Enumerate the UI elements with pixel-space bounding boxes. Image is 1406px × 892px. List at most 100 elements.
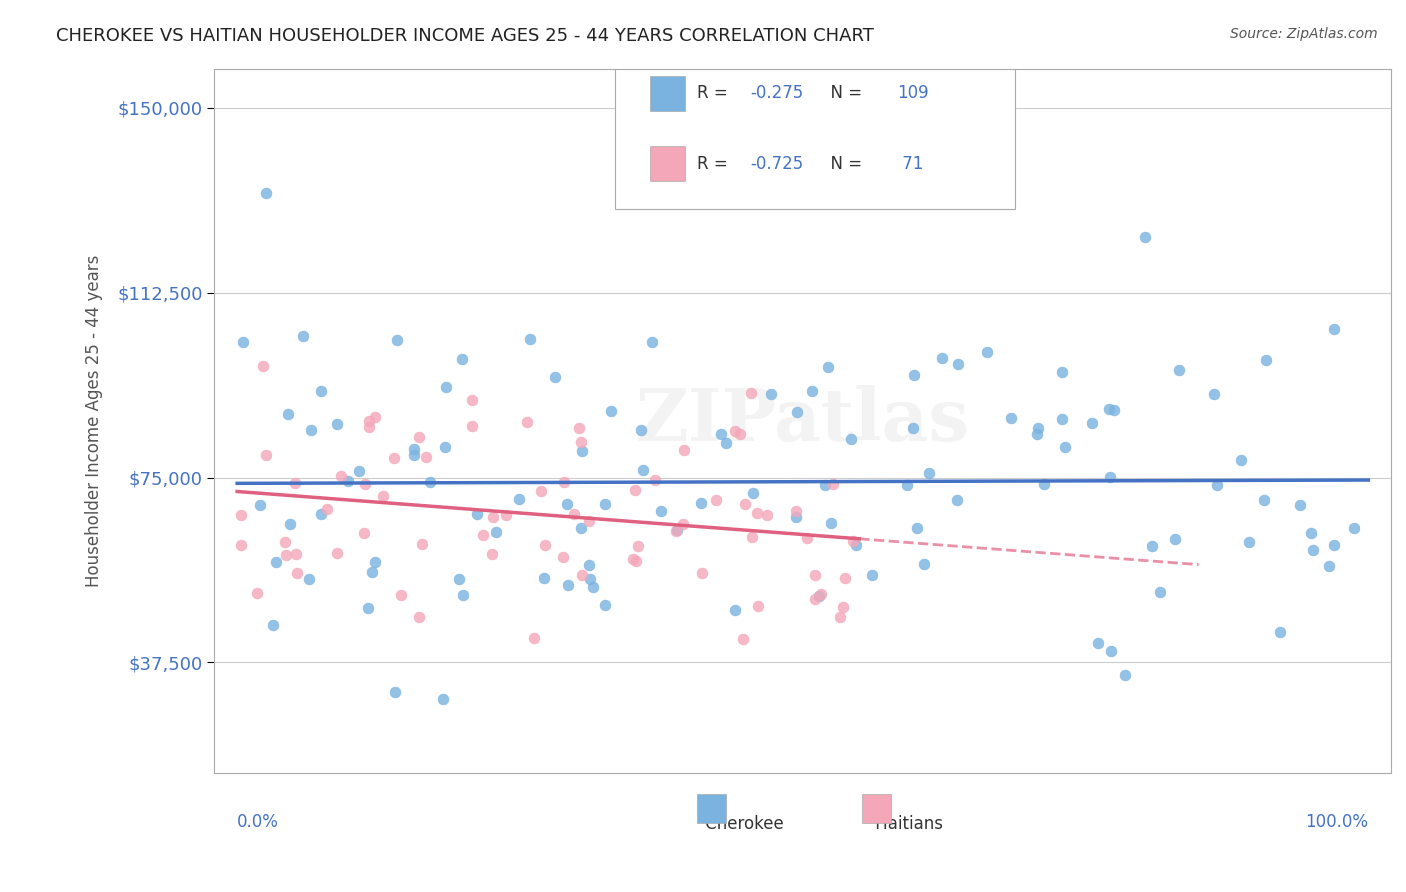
Point xyxy=(745,506,768,520)
Point xyxy=(724,603,747,617)
Point xyxy=(755,508,778,522)
Point xyxy=(761,386,783,401)
Point xyxy=(555,496,578,510)
Point xyxy=(714,436,737,450)
Point xyxy=(330,469,353,483)
Point xyxy=(353,526,375,541)
Point xyxy=(1102,402,1125,417)
Point xyxy=(1268,625,1291,640)
Point xyxy=(533,571,555,585)
Point xyxy=(298,572,321,586)
Point xyxy=(832,599,855,614)
Point xyxy=(747,599,769,613)
Point xyxy=(495,508,517,523)
Point xyxy=(569,521,592,535)
Point xyxy=(461,392,484,407)
Text: CHEROKEE VS HAITIAN HOUSEHOLDER INCOME AGES 25 - 44 YEARS CORRELATION CHART: CHEROKEE VS HAITIAN HOUSEHOLDER INCOME A… xyxy=(56,27,875,45)
Y-axis label: Householder Income Ages 25 - 44 years: Householder Income Ages 25 - 44 years xyxy=(86,255,103,587)
Point xyxy=(1254,353,1277,368)
Point xyxy=(740,386,762,401)
Text: R =: R = xyxy=(697,84,733,103)
Point xyxy=(364,555,387,569)
Point xyxy=(254,448,277,462)
Point xyxy=(1033,476,1056,491)
Point xyxy=(733,632,755,646)
Point xyxy=(704,493,727,508)
Point xyxy=(845,538,868,552)
Point xyxy=(447,572,470,586)
Point xyxy=(593,497,616,511)
Text: -0.275: -0.275 xyxy=(749,84,803,103)
Point xyxy=(621,552,644,566)
Point xyxy=(264,555,287,569)
Point xyxy=(508,492,530,507)
Point xyxy=(544,370,567,384)
Point xyxy=(948,357,970,371)
Point xyxy=(1163,533,1185,547)
Point xyxy=(411,537,433,551)
Point xyxy=(553,549,575,564)
Point xyxy=(600,404,623,418)
Point xyxy=(1289,498,1312,512)
Text: Haitians: Haitians xyxy=(828,815,942,833)
Point xyxy=(315,501,337,516)
Point xyxy=(1229,452,1251,467)
Point xyxy=(1098,470,1121,484)
Point xyxy=(278,516,301,531)
Point xyxy=(432,692,454,706)
Point xyxy=(650,504,672,518)
Point xyxy=(905,521,928,535)
Point xyxy=(359,414,381,428)
Point xyxy=(624,483,647,498)
Point xyxy=(842,533,865,548)
Point xyxy=(451,352,474,367)
Point xyxy=(801,384,824,398)
Point xyxy=(557,577,579,591)
Point xyxy=(578,558,600,573)
Point xyxy=(1302,543,1324,558)
Point xyxy=(804,568,827,582)
Point xyxy=(1081,416,1104,430)
Point xyxy=(1099,643,1122,657)
Point xyxy=(408,609,430,624)
Point xyxy=(578,572,600,586)
Point xyxy=(571,567,593,582)
Point xyxy=(1098,401,1121,416)
Point xyxy=(1052,412,1074,426)
Point xyxy=(814,478,837,492)
FancyBboxPatch shape xyxy=(697,795,727,822)
Point xyxy=(1114,668,1136,682)
Point xyxy=(640,335,662,350)
Point xyxy=(823,477,845,491)
Point xyxy=(710,427,733,442)
Point xyxy=(1000,411,1022,425)
Point xyxy=(347,464,370,478)
Point xyxy=(276,548,298,562)
Point xyxy=(582,580,605,594)
Point xyxy=(311,507,333,521)
Point xyxy=(1319,559,1341,574)
Point xyxy=(433,440,456,454)
Point xyxy=(1239,535,1261,549)
Point xyxy=(785,510,807,524)
FancyBboxPatch shape xyxy=(614,69,1015,210)
Point xyxy=(1323,538,1346,552)
Point xyxy=(465,508,488,522)
Point xyxy=(1054,440,1077,454)
Point xyxy=(820,516,842,531)
Point xyxy=(834,571,856,585)
Point xyxy=(287,566,309,580)
Point xyxy=(931,351,953,365)
Point xyxy=(631,463,654,477)
Point xyxy=(724,424,747,438)
Point xyxy=(291,329,314,343)
Point xyxy=(903,368,925,382)
Point xyxy=(309,384,332,399)
Point xyxy=(254,186,277,201)
Point xyxy=(277,407,299,421)
Point xyxy=(385,333,408,347)
Point xyxy=(361,565,384,579)
Point xyxy=(571,444,593,458)
Text: 100.0%: 100.0% xyxy=(1305,813,1368,830)
Point xyxy=(451,588,474,602)
